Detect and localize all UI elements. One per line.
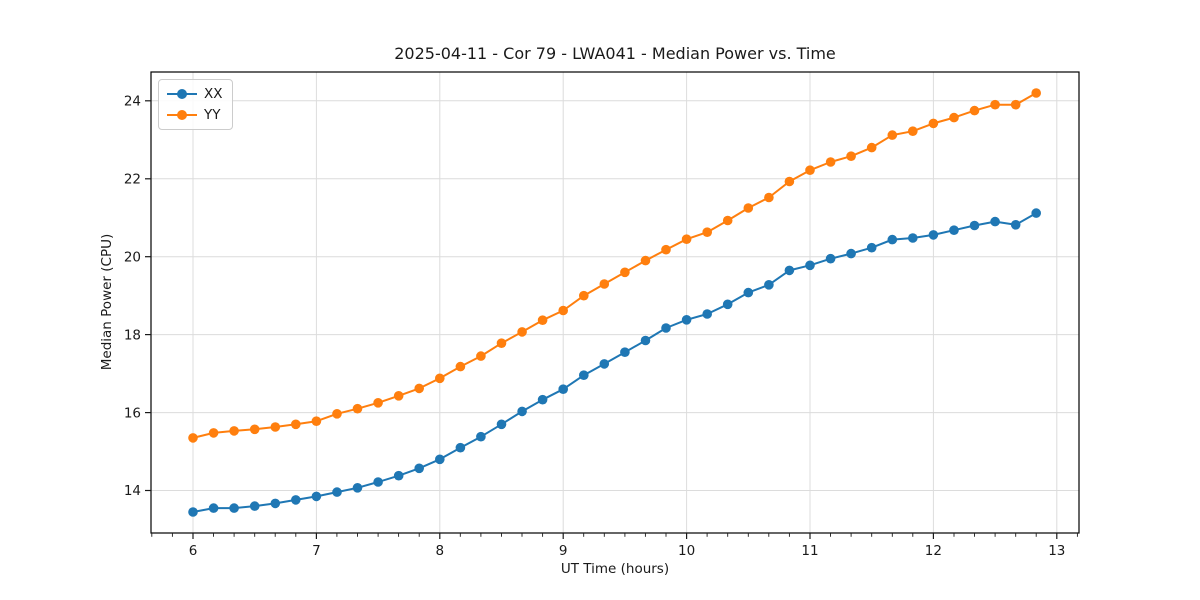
series-xx [188,208,1041,517]
svg-text:20: 20 [124,249,141,265]
chart-title: 2025-04-11 - Cor 79 - LWA041 - Median Po… [394,44,836,63]
svg-text:6: 6 [189,543,198,559]
gridlines [151,72,1079,533]
svg-text:7: 7 [312,543,321,559]
svg-text:14: 14 [124,483,141,499]
svg-text:8: 8 [436,543,445,559]
legend-label-yy: YY [204,107,221,123]
svg-text:16: 16 [124,405,141,421]
x-axis-ticks: 6 7 8 9 10 11 12 13 [151,533,1078,559]
svg-text:13: 13 [1048,543,1065,559]
legend-line-marker-swatch-yy [167,110,197,120]
legend-label-xx: XX [204,86,223,102]
legend-item-xx: XX [167,85,223,103]
svg-text:11: 11 [801,543,818,559]
svg-text:12: 12 [925,543,942,559]
svg-text:18: 18 [124,327,141,343]
svg-text:24: 24 [124,94,141,110]
legend-line-marker-swatch-xx [167,89,197,99]
series-yy [188,88,1041,443]
plot-border [150,71,1080,534]
x-axis-label: UT Time (hours) [560,561,670,577]
svg-text:9: 9 [559,543,568,559]
y-axis-ticks: 14 16 18 20 22 24 [124,94,151,499]
plot-area: 6 7 8 9 10 11 12 13 14 16 18 20 22 24 [124,71,1080,559]
legend-item-yy: YY [167,106,223,124]
svg-text:22: 22 [124,172,141,188]
svg-text:10: 10 [678,543,695,559]
y-axis-label: Median Power (CPU) [99,233,115,371]
legend: XX YY [158,79,233,130]
